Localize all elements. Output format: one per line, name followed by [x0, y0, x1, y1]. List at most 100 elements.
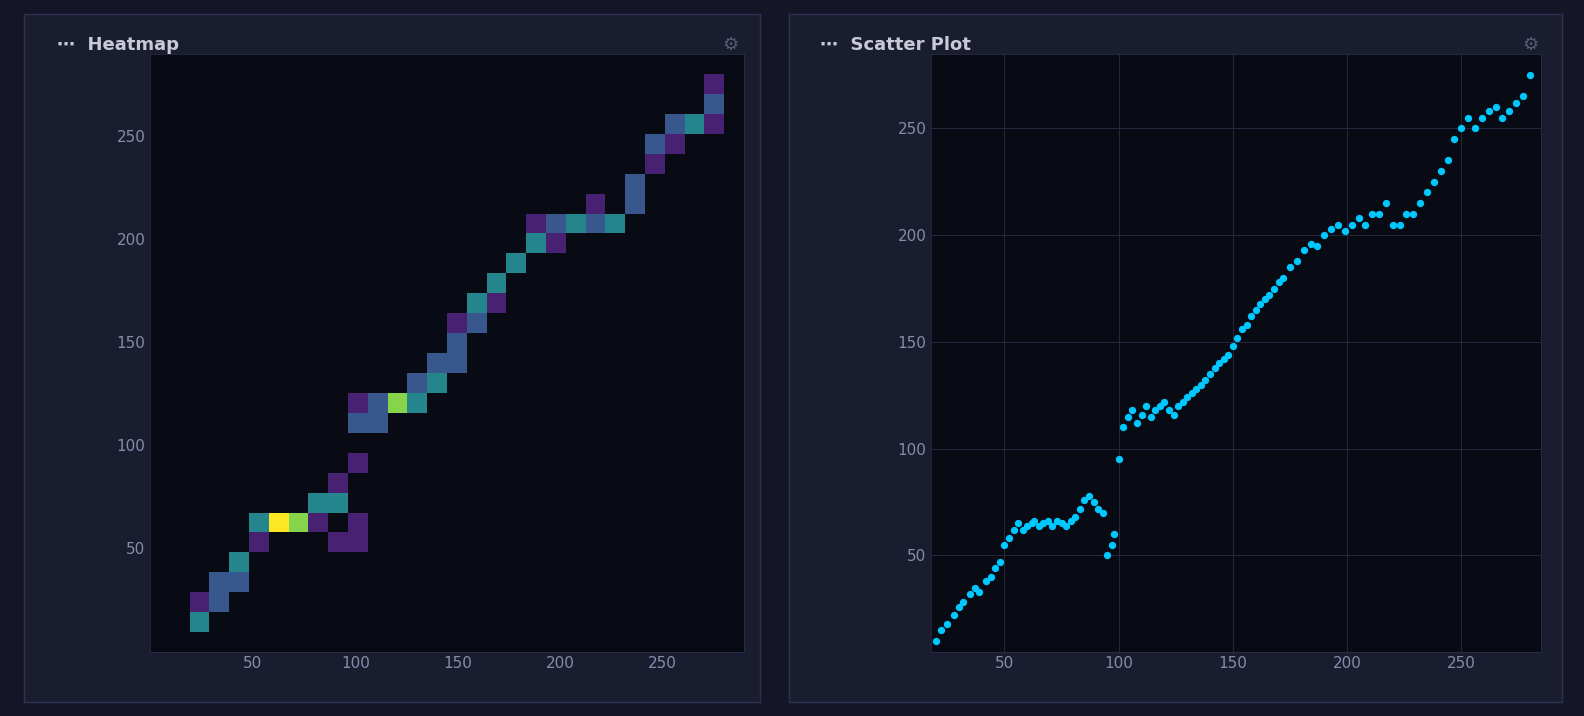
Point	[1178, 387, 1204, 399]
Point	[1497, 106, 1522, 117]
Point	[1125, 417, 1150, 429]
Point	[1305, 240, 1331, 251]
Point	[1198, 368, 1223, 379]
Point	[1367, 208, 1392, 220]
Point	[966, 586, 992, 597]
Point	[1266, 276, 1291, 288]
Point	[1256, 289, 1281, 301]
Point	[1106, 454, 1131, 465]
Point	[1248, 298, 1274, 309]
Point	[928, 624, 954, 636]
Point	[1415, 187, 1440, 198]
Point	[1058, 516, 1083, 527]
Point	[1346, 213, 1372, 224]
Point	[1095, 550, 1120, 561]
Point	[1044, 516, 1069, 527]
Point	[1022, 516, 1047, 527]
Point	[1503, 97, 1529, 109]
Point	[1174, 392, 1199, 403]
Point	[1277, 261, 1302, 273]
Point	[958, 588, 984, 599]
Point	[1220, 341, 1245, 352]
Point	[1137, 411, 1163, 422]
Point	[1115, 411, 1140, 422]
Point	[1243, 304, 1269, 316]
Point	[1011, 524, 1036, 536]
Point	[1161, 409, 1186, 420]
Point	[1215, 349, 1240, 360]
Point	[1297, 238, 1323, 249]
Point	[1134, 400, 1159, 412]
Point	[961, 582, 987, 594]
Point	[946, 601, 971, 612]
Point	[1068, 503, 1093, 514]
Point	[1101, 528, 1126, 540]
Point	[1380, 219, 1405, 231]
Point	[996, 533, 1022, 544]
Point	[1015, 520, 1041, 531]
Point	[1072, 494, 1098, 505]
Point	[1312, 229, 1337, 241]
Point	[1517, 69, 1543, 81]
Point	[1090, 507, 1115, 518]
Point	[1353, 219, 1378, 231]
Point	[1318, 223, 1343, 235]
Point	[1036, 516, 1061, 527]
Point	[1483, 102, 1508, 113]
Point	[1462, 122, 1487, 134]
Point	[1031, 518, 1057, 529]
Point	[1470, 112, 1495, 123]
Point	[1142, 405, 1167, 416]
Text: ⋯  Scatter Plot: ⋯ Scatter Plot	[821, 37, 971, 54]
Point	[1373, 198, 1399, 209]
Point	[1110, 422, 1136, 433]
Point	[1166, 400, 1191, 412]
Point	[1039, 520, 1064, 531]
Text: ⚙: ⚙	[722, 37, 738, 54]
Point	[1120, 405, 1145, 416]
Point	[1212, 353, 1237, 364]
Point	[1129, 409, 1155, 420]
Point	[1285, 255, 1310, 266]
Point	[1388, 219, 1413, 231]
Point	[974, 576, 1000, 587]
Point	[1156, 405, 1182, 416]
Point	[1456, 112, 1481, 123]
Point	[1400, 208, 1426, 220]
Point	[1006, 518, 1031, 529]
Point	[1063, 511, 1088, 523]
Point	[1408, 198, 1434, 209]
Point	[1224, 332, 1250, 344]
Point	[1441, 133, 1467, 145]
Point	[992, 539, 1017, 551]
Point	[977, 571, 1003, 583]
Point	[1207, 357, 1232, 369]
Point	[935, 618, 960, 629]
Point	[1261, 283, 1286, 294]
Point	[1171, 396, 1196, 407]
Text: ⚙: ⚙	[1522, 37, 1538, 54]
Point	[1049, 518, 1074, 529]
Text: ⋯  Heatmap: ⋯ Heatmap	[57, 37, 179, 54]
Point	[1019, 518, 1044, 529]
Point	[1421, 176, 1446, 188]
Point	[1080, 496, 1106, 508]
Point	[1239, 311, 1264, 322]
Point	[982, 563, 1007, 574]
Point	[1510, 91, 1535, 102]
Point	[1234, 319, 1259, 331]
Point	[1001, 524, 1026, 536]
Point	[1359, 208, 1384, 220]
Point	[1326, 219, 1351, 231]
Point	[1183, 383, 1209, 395]
Point	[1449, 122, 1475, 134]
Point	[1332, 226, 1357, 237]
Point	[1291, 244, 1316, 256]
Point	[1253, 294, 1278, 305]
Point	[1229, 324, 1255, 335]
Point	[1188, 379, 1213, 390]
Point	[1476, 106, 1502, 117]
Point	[1099, 539, 1125, 551]
Point	[1026, 520, 1052, 531]
Point	[1193, 374, 1218, 386]
